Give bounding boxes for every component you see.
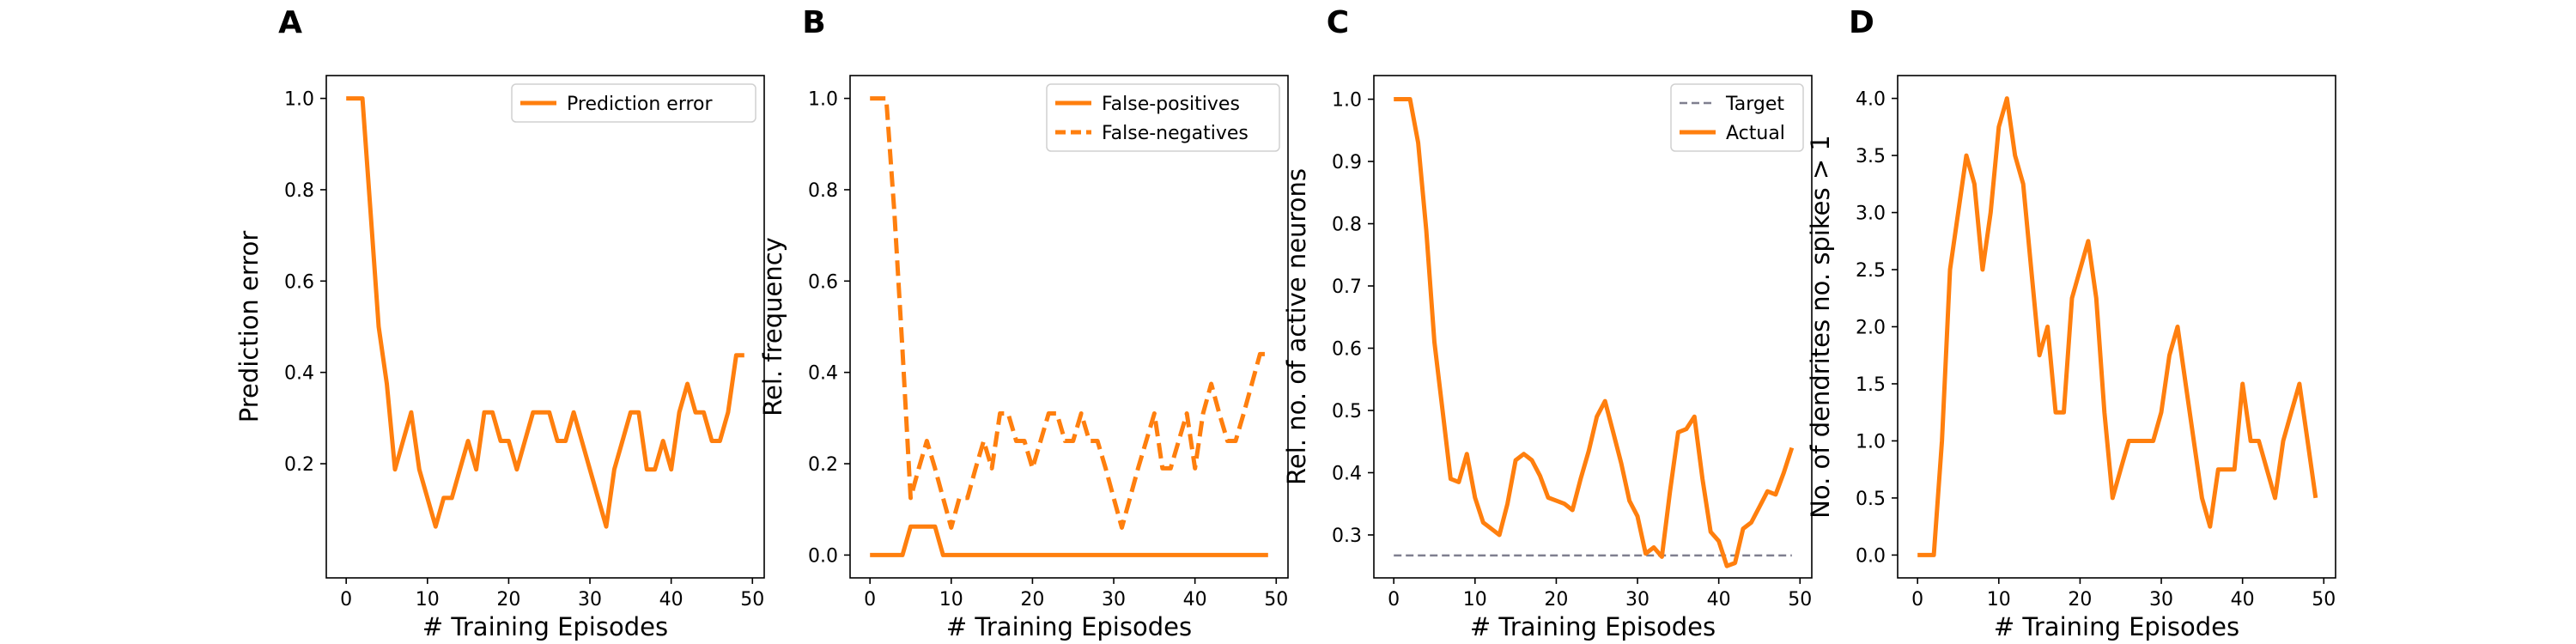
y-tick-label: 0.8 (284, 180, 314, 202)
y-tick-label: 0.0 (1856, 545, 1886, 567)
axes-frame (1373, 75, 1813, 579)
x-axis-label: # Training Episodes (1470, 612, 1716, 641)
panel-letter: A (278, 5, 302, 40)
panel-a: A 0 10 20 30 40 50 0.2 0.4 0.6 0.8 1.0 # Training Ep… (234, 5, 765, 641)
x-tick-label: 40 (2231, 589, 2255, 611)
y-tick-label: 0.4 (284, 363, 314, 385)
y-tick-label: 0.5 (1856, 489, 1886, 510)
y-tick-label: 0.6 (284, 271, 314, 293)
legend-box (1046, 83, 1280, 152)
x-axis-label: # Training Episodes (1994, 612, 2239, 641)
y-tick-label: 1.0 (1856, 431, 1886, 453)
x-tick-label: 20 (496, 589, 520, 611)
panel-letter: B (802, 5, 825, 40)
axes-frame (1897, 75, 2336, 579)
series-line-prediction-error (346, 96, 744, 529)
x-tick-label: 10 (416, 589, 440, 611)
y-tick-label: 0.4 (808, 363, 838, 385)
series-line-false-positives (870, 524, 1268, 557)
axes-frame (325, 75, 765, 579)
y-tick-label: 0.5 (1332, 401, 1362, 422)
y-tick-label: 0.6 (808, 271, 838, 293)
x-tick-label: 50 (1264, 589, 1288, 611)
y-tick-label: 1.5 (1856, 374, 1886, 396)
legend-label: Actual (1726, 123, 1785, 144)
series-line-main (1917, 96, 2318, 557)
panel-b: B 0 10 20 30 40 50 0.0 0.2 0.4 0.6 0.8 1.0 # Training… (758, 5, 1289, 641)
y-tick-label: 0.4 (1332, 463, 1362, 484)
y-tick-label: 3.0 (1856, 204, 1886, 225)
y-tick-label: 0.0 (808, 545, 838, 567)
y-tick-label: 0.9 (1332, 152, 1362, 173)
x-tick-label: 50 (2312, 589, 2336, 611)
x-tick-label: 50 (1788, 589, 1812, 611)
y-tick-label: 0.7 (1332, 276, 1362, 298)
y-tick-label: 2.0 (1856, 318, 1886, 339)
y-tick-label: 1.0 (284, 89, 314, 111)
legend-label: Target (1725, 94, 1784, 115)
panel-d: D 0 10 20 30 40 50 0.0 0.5 1.0 1.5 2.0 2.5 3.0 3.5 4.0 #… (1806, 5, 2336, 641)
axes-frame (849, 75, 1289, 579)
x-tick-label: 30 (578, 589, 602, 611)
x-axis-label: # Training Episodes (946, 612, 1192, 641)
series-line-actual (1394, 97, 1795, 568)
y-tick-label: 2.5 (1856, 260, 1886, 282)
x-tick-label: 30 (1102, 589, 1126, 611)
y-axis-label: No. of dendrites no. spikes > 1 (1806, 135, 1835, 519)
legend-label: False-negatives (1102, 123, 1249, 144)
legend: False-positives False-negatives (1046, 83, 1280, 152)
x-tick-label: 20 (2068, 589, 2092, 611)
panel-letter: C (1327, 5, 1349, 40)
y-tick-label: 0.2 (808, 454, 838, 476)
panel-letter: D (1849, 5, 1874, 40)
x-tick-label: 40 (1707, 589, 1731, 611)
x-tick-label: 40 (1183, 589, 1207, 611)
y-tick-label: 0.8 (1332, 215, 1362, 236)
y-tick-label: 0.2 (284, 454, 314, 476)
series-line-false-negatives (870, 96, 1268, 530)
legend: Prediction error (511, 83, 756, 123)
y-axis-label: Rel. frequency (758, 237, 787, 416)
x-tick-label: 20 (1544, 589, 1568, 611)
y-axis-label: Prediction error (234, 231, 264, 423)
legend: Target Actual (1670, 83, 1804, 152)
x-tick-label: 40 (659, 589, 683, 611)
x-tick-label: 10 (1987, 589, 2011, 611)
legend-box (511, 83, 756, 123)
y-tick-label: 3.5 (1856, 146, 1886, 167)
y-tick-label: 1.0 (1332, 90, 1362, 112)
x-tick-label: 20 (1020, 589, 1044, 611)
x-tick-label: 0 (864, 589, 876, 611)
y-tick-label: 0.6 (1332, 339, 1362, 361)
legend-label: False-positives (1102, 94, 1240, 115)
x-tick-label: 0 (1911, 589, 1923, 611)
y-tick-label: 0.3 (1332, 526, 1362, 547)
x-tick-label: 30 (1625, 589, 1649, 611)
y-axis-label: Rel. no. of active neurons (1282, 168, 1311, 485)
y-tick-label: 0.8 (808, 180, 838, 202)
panel-c: C 0 10 20 30 40 50 0.3 0.4 0.5 0.6 0.7 0.8 0.9 1.0 # Tr… (1282, 5, 1813, 641)
x-tick-label: 50 (740, 589, 764, 611)
y-tick-label: 1.0 (808, 89, 838, 111)
x-tick-label: 0 (340, 589, 352, 611)
y-tick-label: 4.0 (1856, 89, 1886, 111)
x-tick-label: 10 (1463, 589, 1487, 611)
x-tick-label: 0 (1388, 589, 1400, 611)
x-tick-label: 10 (939, 589, 963, 611)
x-axis-label: # Training Episodes (422, 612, 668, 641)
legend-label: Prediction error (567, 94, 713, 115)
x-tick-label: 30 (2149, 589, 2173, 611)
